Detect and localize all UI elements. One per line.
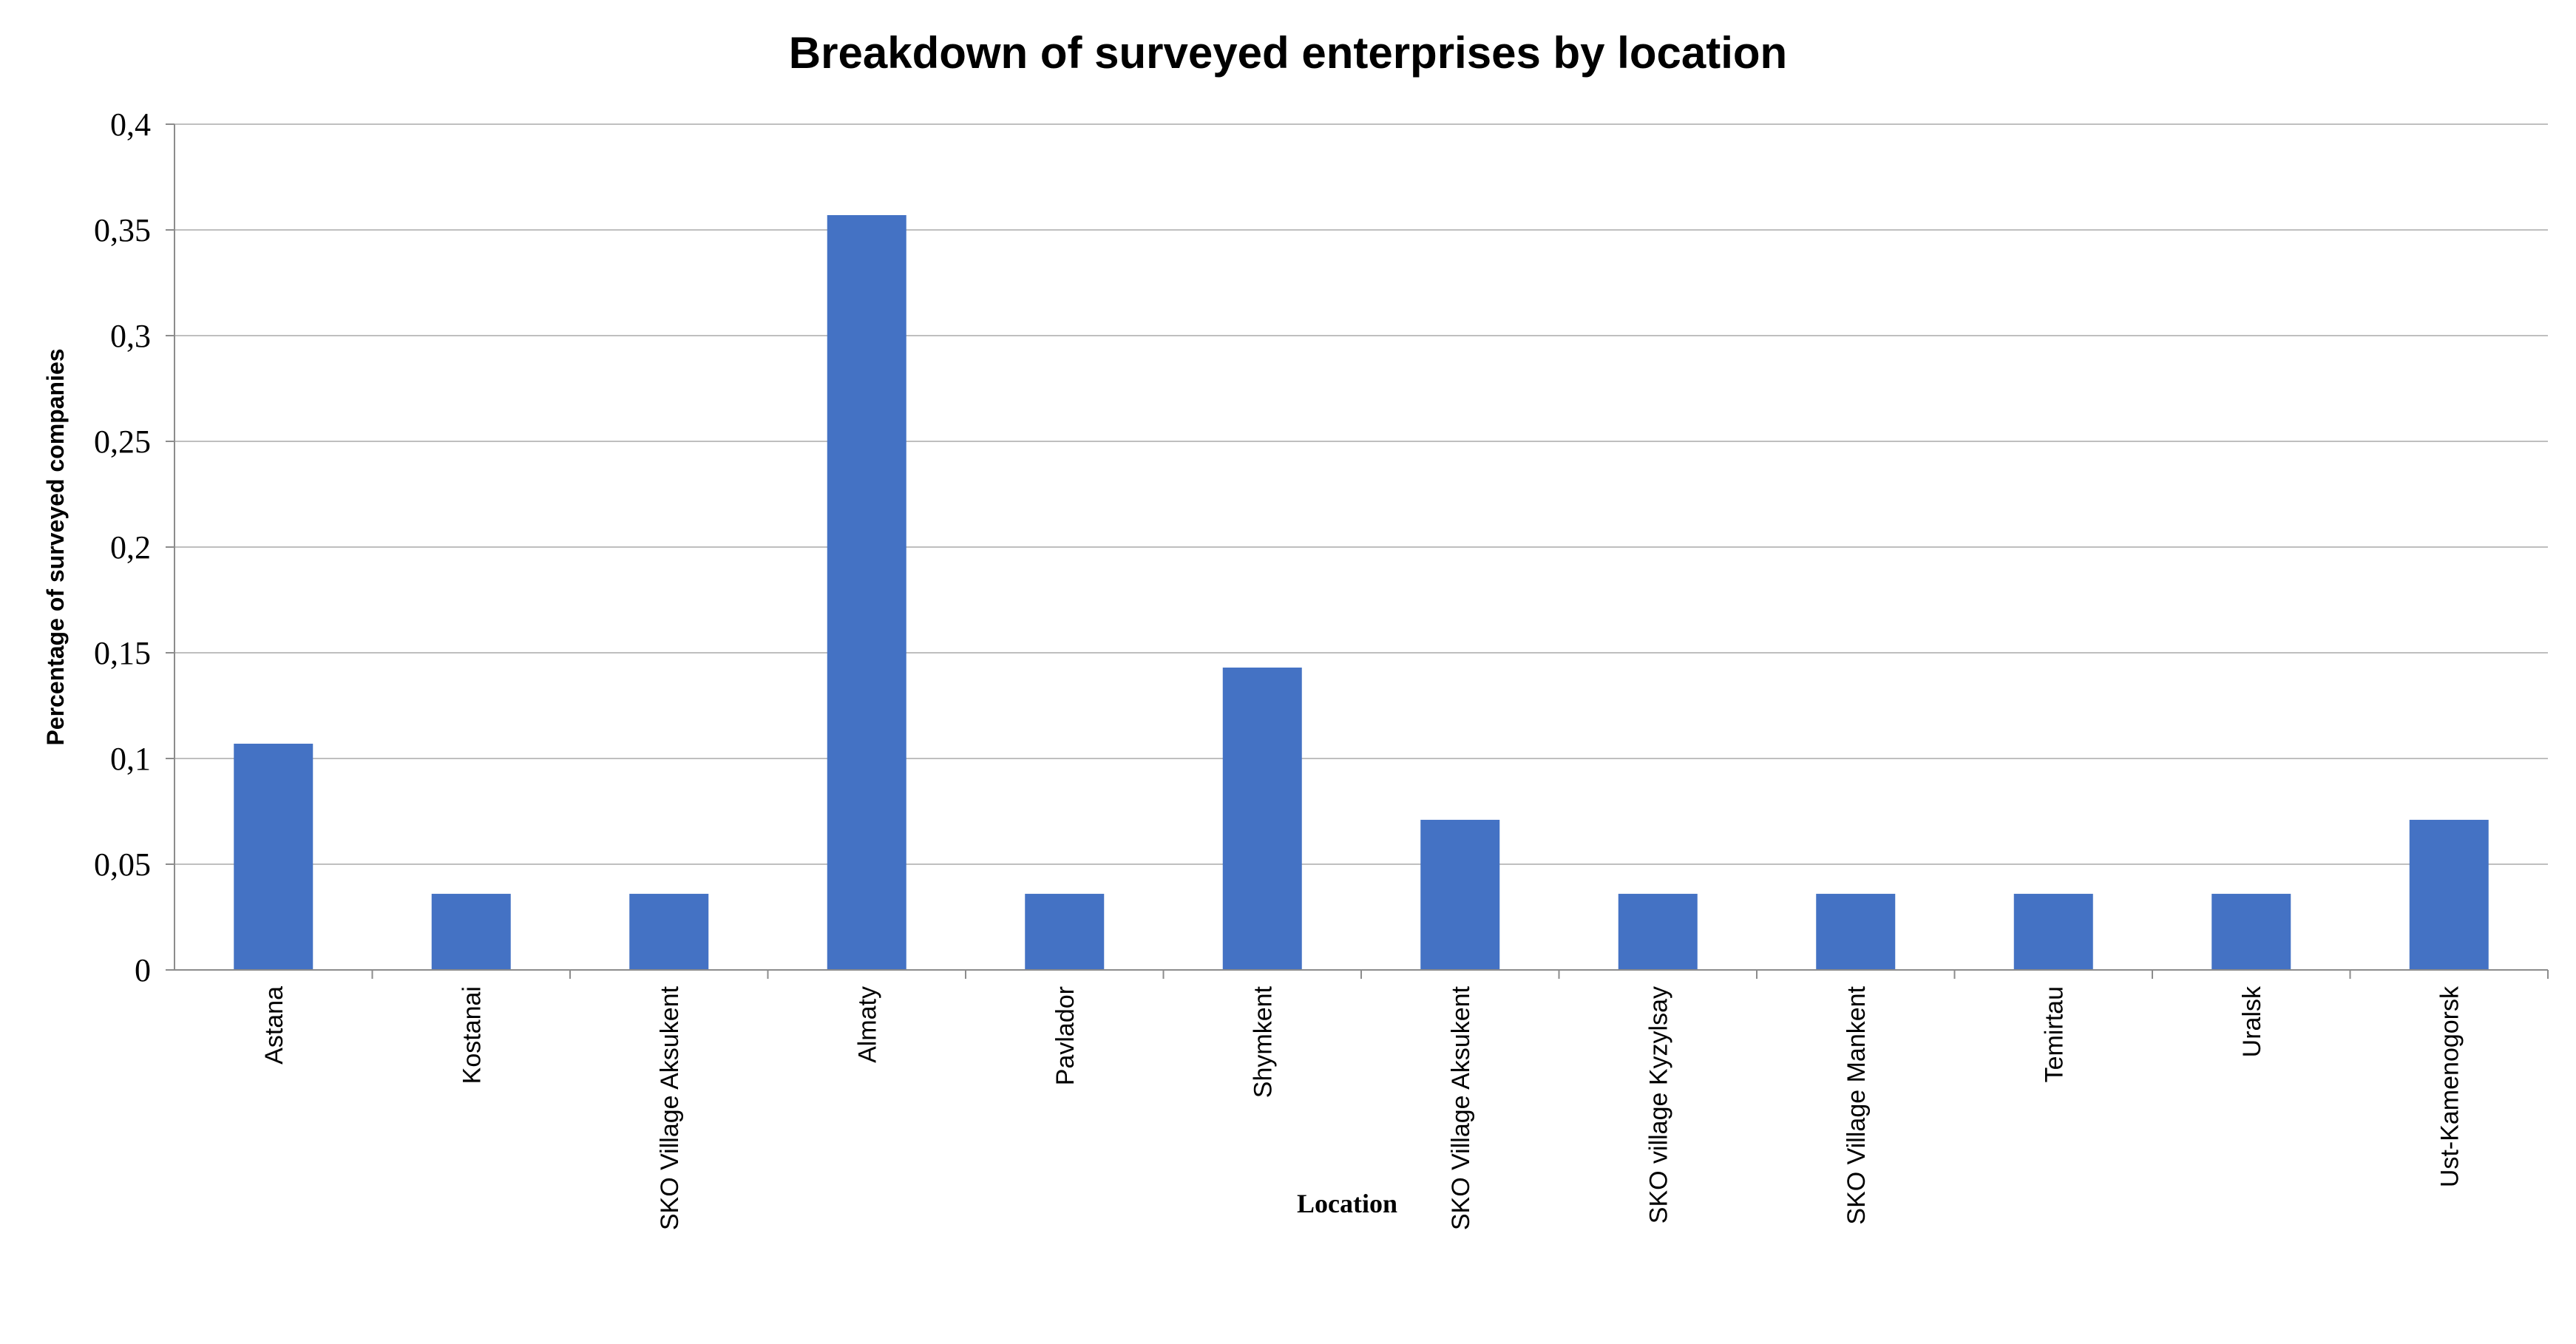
bar: [1025, 894, 1105, 970]
x-tick-label: Kostanai: [458, 986, 486, 1084]
y-tick-label: 0: [135, 952, 151, 988]
y-axis-ticks: 0 0,05 0,1 0,15 0,2 0,25 0,3 0,35 0,4: [94, 106, 151, 988]
axes: [166, 123, 2549, 979]
x-axis-label: Location: [1297, 1189, 1397, 1218]
gridlines: [174, 123, 2548, 865]
x-tick-label: SKO Village Mankent: [1843, 985, 1871, 1224]
y-tick-label: 0,05: [94, 846, 151, 883]
x-tick-label: Astana: [260, 986, 288, 1065]
bar: [2211, 894, 2291, 970]
bar: [431, 894, 511, 970]
bar: [1618, 894, 1698, 970]
y-tick-label: 0,4: [110, 106, 151, 143]
bar: [234, 743, 313, 970]
bar: [2409, 819, 2489, 970]
y-tick-label: 0,2: [110, 529, 151, 566]
x-tick-label: Uralsk: [2238, 985, 2266, 1057]
y-tick-label: 0,35: [94, 212, 151, 248]
x-tick-label: Pavlador: [1051, 986, 1079, 1085]
bar: [629, 894, 709, 970]
x-axis-ticks: Astana Kostanai SKO Village Aksukent Almaty…: [260, 985, 2464, 1230]
bar: [1420, 819, 1500, 970]
bars: [234, 214, 2489, 971]
chart-title: Breakdown of surveyed enterprises by loc…: [789, 28, 1787, 78]
y-axis-label: Percentage of surveyed companies: [42, 348, 69, 745]
bar: [827, 214, 906, 971]
x-tick-label: Shymkent: [1249, 985, 1277, 1098]
y-tick-label: 0,3: [110, 318, 151, 354]
x-tick-label: SKO Village Aksukent: [1447, 985, 1475, 1230]
x-tick-label: SKO village Kyzylsay: [1644, 986, 1672, 1223]
bar: [2013, 894, 2093, 970]
x-tick-label: Ust-Kamenogorsk: [2436, 985, 2464, 1187]
y-tick-label: 0,1: [110, 741, 151, 777]
y-tick-label: 0,15: [94, 635, 151, 671]
bar: [1222, 668, 1302, 970]
bar: [1816, 894, 1896, 970]
x-tick-label: Almaty: [853, 986, 881, 1063]
x-tick-label: SKO Village Aksukent: [656, 985, 684, 1230]
y-tick-label: 0,25: [94, 424, 151, 460]
x-tick-label: Temirtau: [2040, 986, 2068, 1082]
